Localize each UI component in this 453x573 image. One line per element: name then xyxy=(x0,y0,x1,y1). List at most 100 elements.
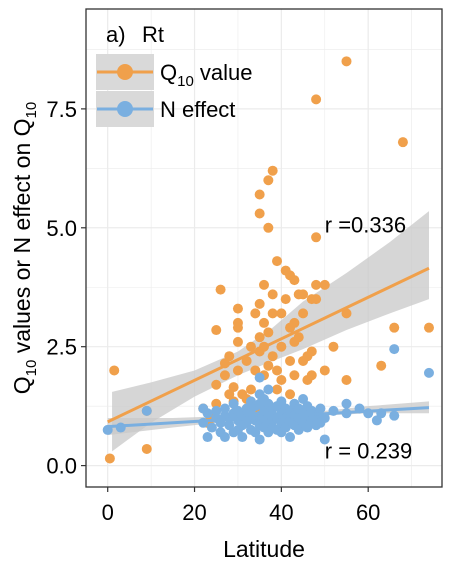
point-q10 xyxy=(397,137,408,148)
trend-line-q10 xyxy=(107,266,430,424)
point-q10 xyxy=(276,374,287,385)
point-q10 xyxy=(232,322,243,333)
point-q10 xyxy=(263,327,274,338)
y-tick-label: 7.5 xyxy=(46,97,77,122)
panel-label: a) xyxy=(106,22,126,47)
point-q10 xyxy=(376,360,387,371)
point-q10 xyxy=(254,189,265,200)
point-q10 xyxy=(228,382,239,393)
point-n xyxy=(254,434,265,445)
y-tick-label: 2.5 xyxy=(46,335,77,360)
y-axis-title-sub1: 10 xyxy=(23,360,40,377)
legend-key-n-marker xyxy=(117,101,133,117)
point-q10 xyxy=(319,279,330,290)
x-tick-label: 0 xyxy=(102,500,114,525)
point-q10 xyxy=(250,308,261,319)
legend-label-q10-rest: value xyxy=(194,60,253,85)
point-q10 xyxy=(276,341,287,352)
point-q10 xyxy=(267,351,278,362)
point-q10 xyxy=(267,165,278,176)
point-q10 xyxy=(285,389,296,400)
point-q10 xyxy=(272,384,283,395)
trend-line-layer xyxy=(107,266,430,429)
point-q10 xyxy=(224,351,235,362)
point-n xyxy=(219,432,230,443)
point-n xyxy=(206,422,217,433)
trend-line-n xyxy=(107,406,430,429)
point-n xyxy=(263,384,274,395)
point-q10 xyxy=(311,232,322,243)
point-n xyxy=(237,432,248,443)
point-q10 xyxy=(267,289,278,300)
point-q10 xyxy=(311,294,322,305)
point-q10 xyxy=(311,94,322,105)
point-n xyxy=(202,408,213,419)
point-q10 xyxy=(211,379,222,390)
point-q10 xyxy=(389,322,400,333)
panel-title: Rt xyxy=(142,22,164,47)
point-q10 xyxy=(104,453,115,464)
panel-border xyxy=(85,8,443,488)
x-axis-title: Latitude xyxy=(223,536,305,562)
x-tick-label: 60 xyxy=(356,500,380,525)
point-n xyxy=(115,422,126,433)
point-q10 xyxy=(276,308,287,319)
point-q10 xyxy=(293,332,304,343)
points-layer xyxy=(102,56,434,464)
point-n xyxy=(202,432,213,443)
point-q10 xyxy=(254,208,265,219)
legend-label-q10-sub: 10 xyxy=(177,73,194,90)
point-q10 xyxy=(259,317,269,328)
point-q10 xyxy=(285,355,296,366)
point-q10 xyxy=(319,365,330,376)
point-q10 xyxy=(232,336,243,347)
point-n xyxy=(423,367,434,378)
point-q10 xyxy=(245,341,256,352)
point-n xyxy=(315,403,326,414)
point-q10 xyxy=(259,279,269,290)
point-q10 xyxy=(306,370,317,381)
point-q10 xyxy=(298,308,309,319)
point-q10 xyxy=(211,398,222,409)
axes-layer: 0 20 40 60 0.0 2.5 5.0 7.5 xyxy=(46,97,380,525)
point-q10 xyxy=(341,374,352,385)
legend-key-q10-marker xyxy=(117,64,133,80)
point-q10 xyxy=(311,279,322,290)
point-n xyxy=(319,413,330,424)
point-n xyxy=(219,403,230,414)
point-n xyxy=(254,372,265,383)
point-q10 xyxy=(263,222,274,233)
point-q10 xyxy=(254,298,265,309)
point-q10 xyxy=(289,275,300,286)
point-q10 xyxy=(272,256,283,267)
point-q10 xyxy=(289,317,300,328)
annotation-r-q10: r =0.336 xyxy=(325,213,406,238)
point-q10 xyxy=(263,175,274,186)
x-tick-label: 40 xyxy=(269,500,293,525)
point-q10 xyxy=(232,303,243,314)
point-q10 xyxy=(306,346,317,357)
y-axis-title-sub2: 10 xyxy=(23,102,40,119)
legend-label-q10: Q10 value xyxy=(160,60,253,90)
y-tick-label: 5.0 xyxy=(46,216,77,241)
point-n xyxy=(141,405,152,416)
point-q10 xyxy=(254,332,265,343)
point-n xyxy=(389,410,400,421)
point-q10 xyxy=(341,308,352,319)
point-q10 xyxy=(215,284,226,295)
point-q10 xyxy=(219,370,230,381)
point-q10 xyxy=(241,355,252,366)
annotation-r-n: r = 0.239 xyxy=(325,438,412,463)
point-q10 xyxy=(272,365,283,376)
point-q10 xyxy=(280,294,291,305)
point-q10 xyxy=(232,365,243,376)
point-n xyxy=(211,405,222,416)
y-tick-label: 0.0 xyxy=(46,454,77,479)
y-axis-title-middle: values or N effect on Q xyxy=(9,118,35,359)
point-q10 xyxy=(267,308,278,319)
point-n xyxy=(389,344,400,355)
legend-label-n: N effect xyxy=(160,97,235,122)
y-axis-title: Q10 values or N effect on Q10 xyxy=(9,102,40,394)
